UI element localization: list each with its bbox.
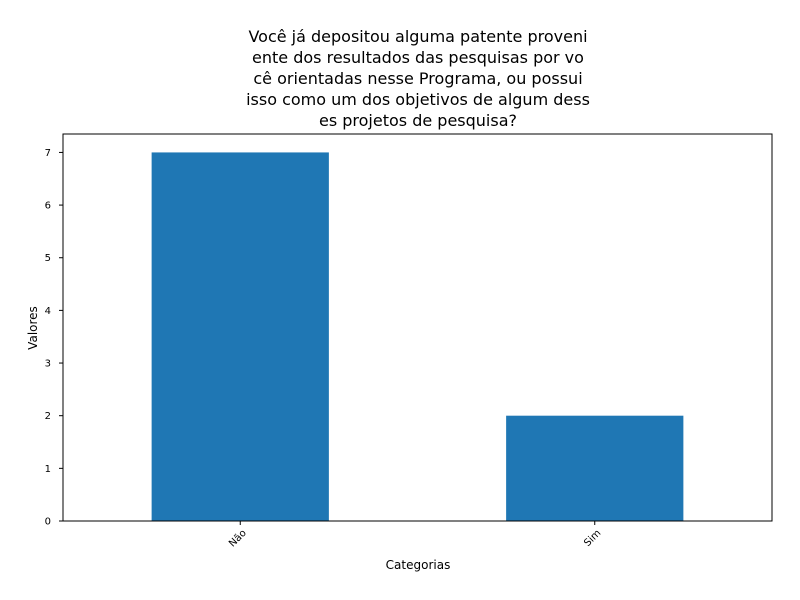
chart-title-line: isso como um dos objetivos de algum dess [246, 90, 590, 109]
y-axis-ticks: 0 1 2 3 4 5 6 7 [45, 148, 63, 528]
chart-title-line: ente dos resultados das pesquisas por vo [252, 48, 584, 67]
chart-title-line: es projetos de pesquisa? [319, 111, 517, 130]
y-tick-label: 6 [45, 201, 51, 212]
x-axis-ticks: Não Sim [227, 521, 603, 550]
bar-1 [506, 415, 684, 521]
chart-title-line: Você já depositou alguma patente proveni [248, 27, 587, 46]
chart-title: Você já depositou alguma patente proveni… [246, 27, 590, 130]
x-tick-label: Sim [582, 528, 603, 549]
y-tick-label: 3 [45, 359, 51, 370]
bar-0 [151, 152, 329, 521]
y-tick-label: 4 [45, 306, 51, 317]
y-tick-label: 0 [45, 517, 51, 528]
bars [151, 152, 684, 521]
y-tick-label: 1 [45, 464, 51, 475]
y-tick-label: 5 [45, 253, 51, 264]
y-axis-label: Valores [26, 306, 40, 350]
y-tick-label: 7 [45, 148, 51, 159]
x-tick-label: Não [227, 528, 249, 550]
y-tick-label: 2 [45, 411, 51, 422]
chart-title-line: cê orientadas nesse Programa, ou possui [253, 69, 582, 88]
plot-area-frame [62, 133, 773, 522]
x-axis-label: Categorias [386, 558, 451, 572]
